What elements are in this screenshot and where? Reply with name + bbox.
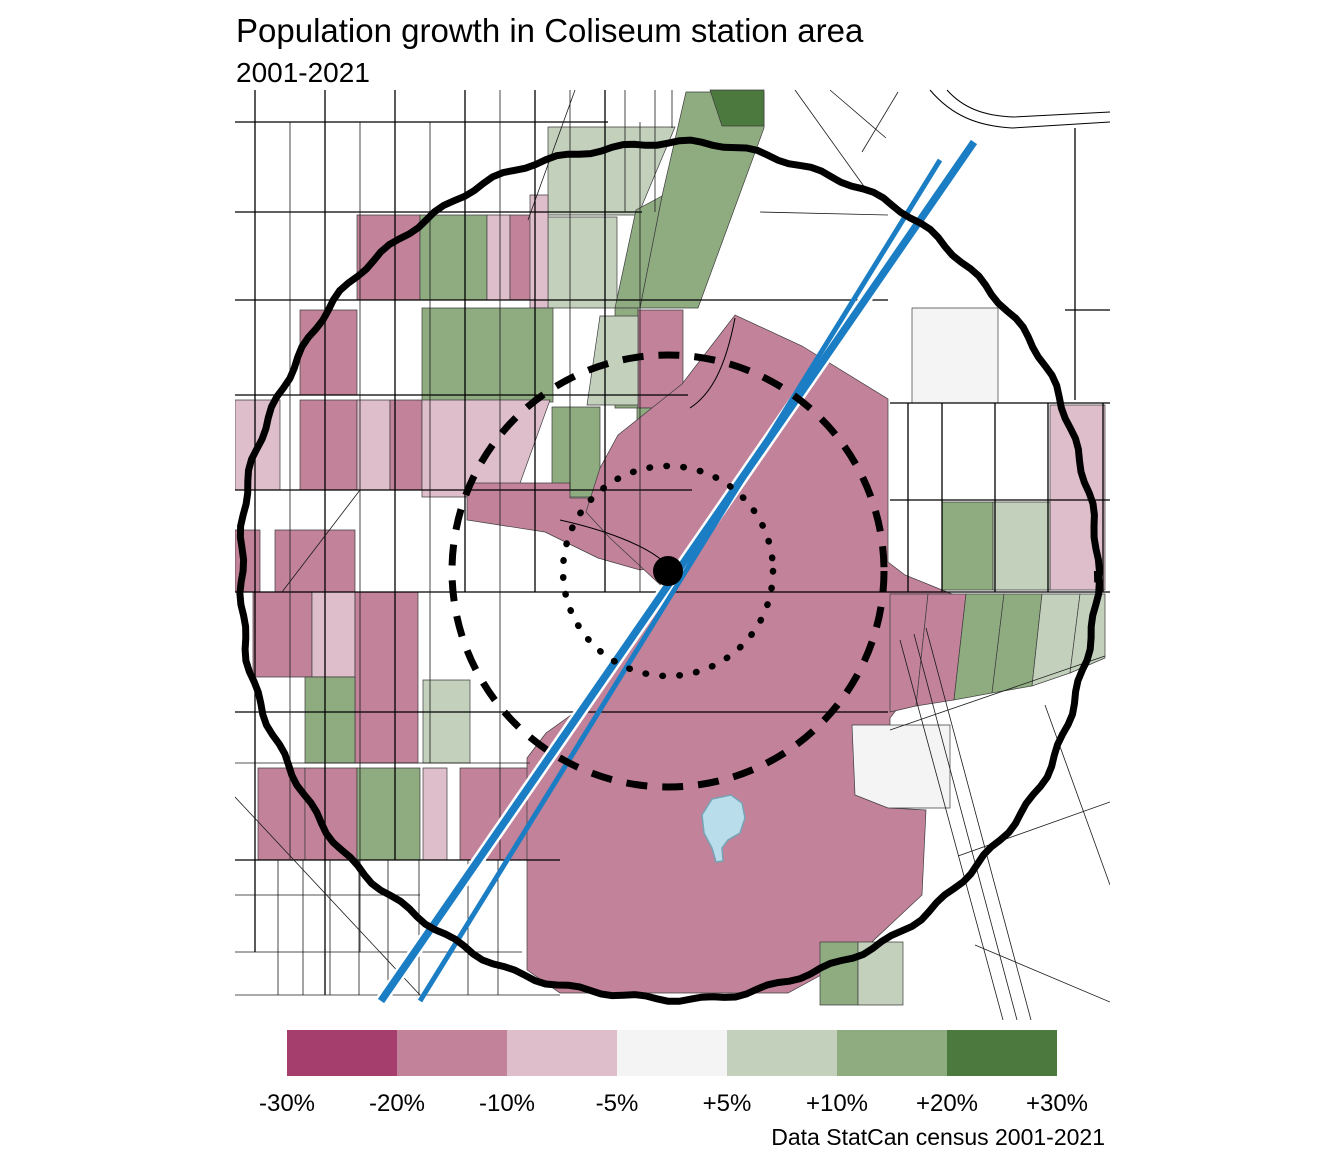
census-parcel	[486, 214, 511, 301]
road-curve	[689, 317, 736, 409]
street-line	[794, 89, 869, 193]
legend-swatch	[617, 1030, 727, 1076]
page-title: Population growth in Coliseum station ar…	[236, 12, 864, 49]
street-line	[829, 89, 887, 139]
legend-label: -5%	[595, 1090, 639, 1117]
map-layers	[235, 89, 1110, 1020]
census-parcel	[311, 591, 356, 678]
legend-label: -20%	[368, 1090, 426, 1117]
street-line	[974, 944, 1110, 1003]
radius-circle-dashed	[448, 351, 888, 791]
census-parcel	[941, 501, 994, 591]
street-line	[1044, 704, 1110, 886]
census-parcel	[354, 591, 419, 764]
census-parcel	[356, 767, 421, 861]
census-parcel	[819, 941, 859, 1006]
legend-swatch	[287, 1030, 397, 1076]
census-parcels-layer	[235, 89, 1106, 1006]
street-line	[899, 639, 1004, 1020]
legend-label: +30%	[1025, 1090, 1089, 1117]
legend-swatch	[507, 1030, 617, 1076]
street-line	[759, 211, 889, 216]
radius-circle-dotted	[559, 462, 777, 680]
legend-swatch	[947, 1030, 1057, 1076]
census-parcel	[356, 399, 391, 491]
census-parcel	[526, 314, 963, 994]
census-parcel	[992, 501, 1051, 591]
street-line	[889, 655, 1106, 731]
page-subtitle: 2001-2021	[236, 57, 370, 88]
legend-color-bar	[287, 1030, 1057, 1076]
street-line	[925, 627, 1032, 1020]
legend-label: +20%	[915, 1090, 979, 1117]
census-parcel	[356, 214, 421, 301]
census-parcel	[304, 767, 358, 861]
walkshed-circle-solid	[236, 136, 1103, 1005]
census-parcel	[274, 529, 356, 593]
road-curve	[946, 89, 1110, 118]
station-dot	[653, 556, 683, 586]
legend-swatch	[727, 1030, 837, 1076]
census-parcel	[304, 676, 356, 764]
legend-label: +10%	[805, 1090, 869, 1117]
street-line	[957, 801, 1110, 857]
census-parcel	[252, 591, 313, 678]
street-line	[281, 489, 361, 593]
transit-blue-line	[417, 158, 943, 1003]
legend-label: -10%	[478, 1090, 536, 1117]
pond	[701, 794, 746, 863]
census-parcel	[851, 724, 951, 809]
census-parcel	[299, 399, 358, 491]
census-parcel	[709, 89, 765, 127]
census-parcel	[547, 216, 618, 309]
legend-label: +5%	[702, 1090, 752, 1117]
street-line	[861, 91, 899, 153]
legend-swatch	[837, 1030, 947, 1076]
street-line	[235, 796, 421, 996]
road-curve	[929, 89, 1110, 129]
census-parcel	[422, 767, 448, 861]
data-source-caption: Data StatCan census 2001-2021	[771, 1124, 1105, 1150]
legend-swatch	[397, 1030, 507, 1076]
census-parcel	[586, 315, 639, 406]
legend-label: -30%	[258, 1090, 316, 1117]
census-parcel	[299, 309, 358, 396]
census-parcel	[857, 941, 904, 1006]
census-parcel	[911, 307, 999, 404]
road-curve	[559, 519, 665, 563]
census-parcel	[421, 307, 554, 403]
